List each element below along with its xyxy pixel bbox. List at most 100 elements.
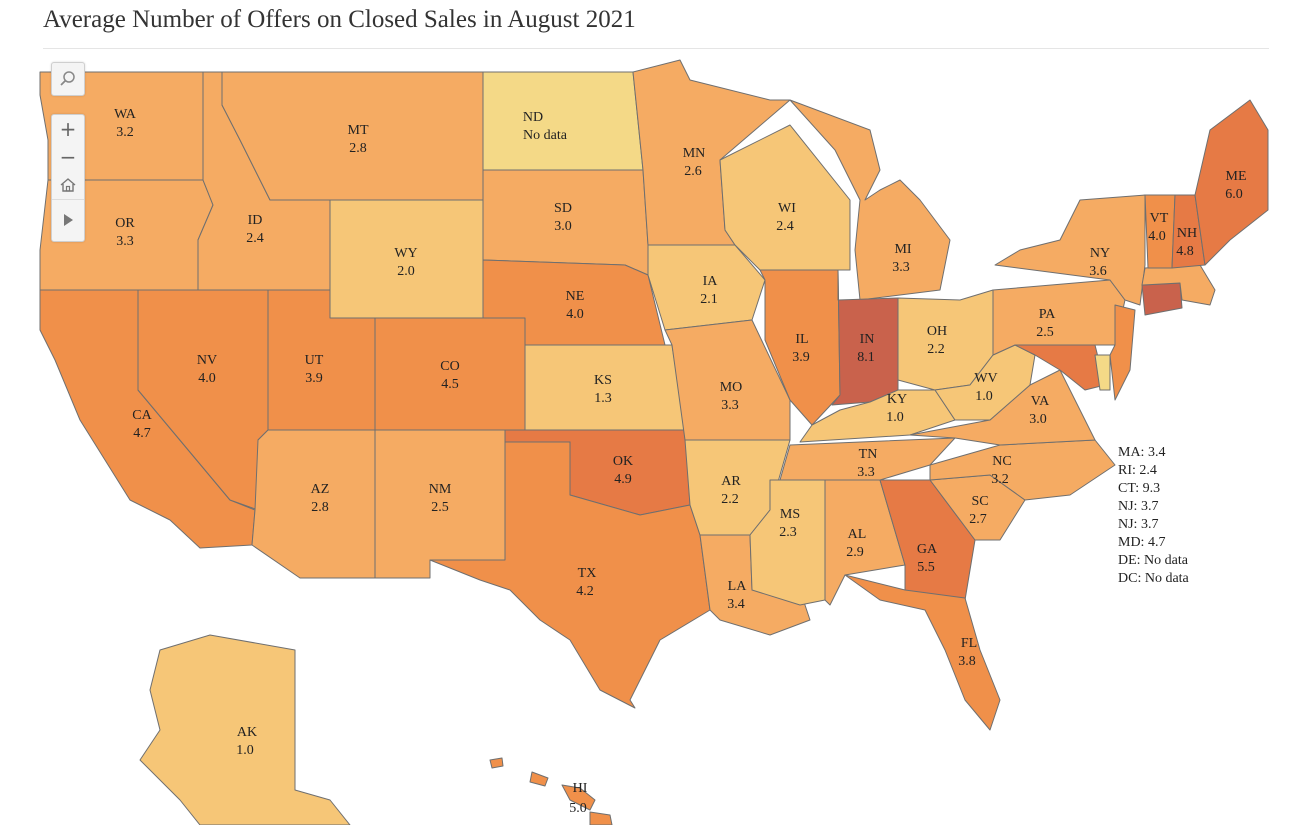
search-icon[interactable]: [52, 63, 84, 95]
state-ak[interactable]: [139, 634, 351, 825]
label-wy-abbr: WY: [394, 246, 417, 261]
label-nd-value: No data: [523, 128, 568, 143]
label-pa-abbr: PA: [1039, 307, 1057, 322]
label-ne-abbr: NE: [566, 289, 585, 304]
label-tx-value: 4.2: [576, 584, 594, 599]
label-wa-abbr: WA: [114, 107, 137, 122]
label-mt-abbr: MT: [348, 123, 369, 138]
label-mn-abbr: MN: [683, 146, 706, 161]
state-nj[interactable]: [1109, 304, 1136, 401]
label-az-abbr: AZ: [311, 482, 330, 497]
label-al-value: 2.9: [846, 545, 864, 560]
label-sc-value: 2.7: [969, 512, 987, 527]
state-co[interactable]: [374, 317, 526, 431]
state-me[interactable]: [1194, 99, 1269, 266]
small-state-item: MA: 3.4: [1118, 445, 1166, 460]
search-control[interactable]: [51, 62, 85, 96]
label-id-abbr: ID: [248, 213, 263, 228]
label-ms-abbr: MS: [780, 507, 800, 522]
label-ak-value: 1.0: [236, 743, 254, 758]
home-icon[interactable]: [52, 171, 84, 199]
label-vt-value: 4.0: [1148, 229, 1166, 244]
state-hi-2[interactable]: [561, 784, 596, 811]
label-in-abbr: IN: [860, 332, 875, 347]
label-id-value: 2.4: [246, 231, 264, 246]
label-il-value: 3.9: [792, 350, 810, 365]
label-mi-abbr: MI: [894, 242, 911, 257]
label-va-abbr: VA: [1031, 394, 1050, 409]
label-ca-value: 4.7: [133, 426, 151, 441]
state-de[interactable]: [1094, 354, 1111, 391]
state-hi-4[interactable]: [489, 757, 504, 769]
small-states-list: MA: 3.4 RI: 2.4 CT: 9.3 NJ: 3.7 NJ: 3.7 …: [1118, 444, 1189, 588]
label-ks-abbr: KS: [594, 373, 612, 388]
label-al-abbr: AL: [848, 527, 867, 542]
label-tn-value: 3.3: [857, 465, 875, 480]
label-ky-abbr: KY: [887, 392, 907, 407]
label-ga-abbr: GA: [917, 542, 938, 557]
small-state-item: DC: No data: [1118, 571, 1189, 586]
play-icon[interactable]: [52, 199, 84, 240]
state-ny[interactable]: [994, 194, 1146, 306]
label-ut-abbr: UT: [305, 353, 324, 368]
label-nd-abbr: ND: [523, 110, 543, 125]
state-hi-1[interactable]: [529, 771, 549, 787]
state-wi[interactable]: [719, 124, 851, 271]
label-ks-value: 1.3: [594, 391, 612, 406]
label-va-value: 3.0: [1029, 412, 1047, 427]
label-nm-abbr: NM: [429, 482, 452, 497]
label-la-value: 3.4: [727, 597, 745, 612]
label-ky-value: 1.0: [886, 410, 904, 425]
label-me-abbr: ME: [1226, 169, 1247, 184]
state-md[interactable]: [1014, 344, 1106, 391]
label-ar-abbr: AR: [721, 474, 741, 489]
label-ny-abbr: NY: [1090, 246, 1110, 261]
state-fl[interactable]: [844, 574, 1001, 731]
state-ct[interactable]: [1141, 282, 1183, 316]
label-az-value: 2.8: [311, 500, 329, 515]
label-wi-abbr: WI: [778, 201, 796, 216]
label-wv-abbr: WV: [974, 371, 997, 386]
label-or-value: 3.3: [116, 234, 134, 249]
state-nd[interactable]: [482, 71, 644, 171]
label-nh-abbr: NH: [1177, 226, 1197, 241]
label-hi-abbr: HI: [573, 781, 588, 796]
state-hi-3[interactable]: [589, 811, 613, 825]
label-hi-value: 5.0: [569, 801, 587, 816]
state-pa[interactable]: [992, 279, 1126, 356]
state-mi[interactable]: [789, 99, 951, 301]
state-tx[interactable]: [429, 441, 711, 709]
label-sc-abbr: SC: [971, 494, 988, 509]
state-tn[interactable]: [779, 437, 956, 481]
label-il-abbr: IL: [795, 332, 808, 347]
label-co-value: 4.5: [441, 377, 459, 392]
label-sd-value: 3.0: [554, 219, 572, 234]
label-ar-value: 2.2: [721, 492, 739, 507]
label-ny-value: 3.6: [1089, 264, 1107, 279]
title-divider: [43, 48, 1269, 49]
small-state-item: NJ: 3.7: [1118, 517, 1159, 532]
label-nc-value: 3.2: [991, 472, 1009, 487]
label-nm-value: 2.5: [431, 500, 449, 515]
label-oh-abbr: OH: [927, 324, 947, 339]
zoom-in-button[interactable]: +: [59, 117, 77, 141]
label-nc-abbr: NC: [992, 454, 1011, 469]
zoom-out-button[interactable]: −: [59, 145, 77, 169]
zoom-controls: + −: [51, 114, 85, 242]
state-ma[interactable]: [1141, 264, 1216, 306]
label-mo-value: 3.3: [721, 398, 739, 413]
label-mn-value: 2.6: [684, 164, 702, 179]
label-la-abbr: LA: [728, 579, 748, 594]
label-vt-abbr: VT: [1150, 211, 1169, 226]
label-tn-abbr: TN: [859, 447, 878, 462]
state-labels: WA 3.2 OR 3.3 CA 4.7 NV 4.0 ID 2.4 MT 2.…: [114, 107, 1246, 816]
label-ok-value: 4.9: [614, 472, 632, 487]
small-state-item: MD: 4.7: [1118, 535, 1166, 550]
small-state-item: NJ: 3.7: [1118, 499, 1159, 514]
label-nv-value: 4.0: [198, 371, 216, 386]
page-title: Average Number of Offers on Closed Sales…: [43, 6, 636, 33]
label-in-value: 8.1: [857, 350, 875, 365]
small-state-item: DE: No data: [1118, 553, 1188, 568]
label-co-abbr: CO: [440, 359, 459, 374]
